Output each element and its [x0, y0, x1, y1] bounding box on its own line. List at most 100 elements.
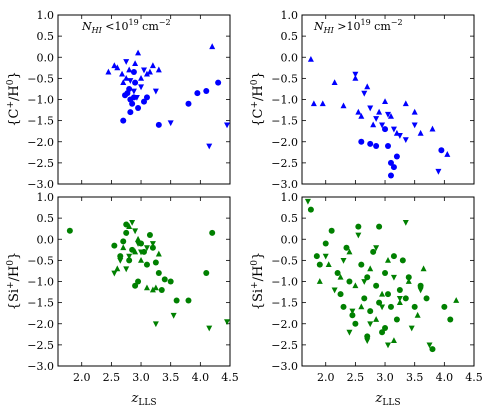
data-point-circle: [376, 299, 383, 306]
xtick-label-bottom-right: 3.0: [376, 371, 394, 384]
data-point-circle: [382, 270, 389, 277]
data-point-circle: [111, 242, 118, 249]
data-point-circle: [146, 232, 153, 239]
data-point-circle: [438, 147, 445, 154]
data-point-circle: [135, 278, 142, 285]
data-point-circle: [393, 316, 400, 323]
data-point-triangle-up: [355, 108, 362, 115]
data-point-triangle-up: [105, 68, 112, 75]
data-point-triangle-up: [411, 108, 418, 115]
ytick-label-top-left: −1.0: [27, 94, 54, 107]
chart-marks: −3.0−2.5−2.0−1.5−1.0−0.50.00.51.0−3.0−2.…: [27, 9, 482, 384]
data-point-triangle-up: [453, 297, 460, 303]
data-point-triangle-down: [385, 342, 391, 349]
ylabel-bottom-left: {Si+/H0}: [6, 252, 22, 311]
data-point-circle: [382, 126, 389, 133]
data-point-triangle-up: [209, 43, 216, 50]
data-point-circle: [126, 257, 133, 264]
xlabel-bottom-left: zLLS: [131, 391, 157, 408]
data-point-triangle-up: [325, 261, 332, 267]
data-point-circle: [173, 297, 180, 304]
ytick-label-top-left: −2.5: [27, 157, 54, 170]
data-point-triangle-up: [319, 100, 326, 107]
data-point-triangle-down: [138, 249, 145, 256]
data-point-triangle-down: [367, 321, 374, 328]
data-point-circle: [129, 246, 136, 253]
data-point-triangle-up: [337, 273, 344, 280]
data-point-circle: [185, 297, 192, 304]
data-point-circle: [120, 238, 127, 245]
data-point-circle: [385, 291, 391, 298]
data-point-circle: [307, 206, 314, 213]
ytick-label-bottom-right: 0.0: [281, 233, 299, 246]
data-point-triangle-down: [373, 245, 380, 252]
xtick-label-bottom-left: 2.5: [103, 371, 121, 384]
ytick-label-top-left: 0.0: [37, 51, 55, 64]
data-point-triangle-down: [352, 71, 359, 78]
data-point-triangle-down: [379, 304, 386, 311]
ytick-label-bottom-left: 1.0: [37, 191, 55, 204]
ytick-label-top-right: −3.0: [271, 178, 298, 191]
ytick-label-bottom-right: −0.5: [271, 254, 298, 267]
data-point-circle: [367, 308, 374, 315]
ytick-label-bottom-left: 0.0: [37, 233, 55, 246]
data-point-triangle-down: [390, 126, 397, 133]
data-point-circle: [316, 261, 323, 268]
data-point-triangle-up: [126, 223, 133, 229]
ytick-label-top-left: −1.5: [27, 115, 54, 128]
data-point-triangle-down: [126, 253, 133, 260]
ytick-label-bottom-right: 1.0: [281, 191, 299, 204]
data-point-triangle-up: [390, 337, 397, 344]
data-point-circle: [334, 270, 341, 277]
panel-bottom-right-frame: [301, 196, 475, 367]
ytick-label-top-left: 1.0: [37, 9, 55, 22]
data-point-circle: [358, 138, 365, 145]
data-point-triangle-up: [414, 311, 421, 318]
data-point-circle: [143, 261, 150, 268]
ytick-label-top-right: 1.0: [281, 9, 299, 22]
data-point-triangle-up: [346, 248, 353, 255]
data-point-triangle-down: [385, 111, 391, 118]
data-point-triangle-up: [444, 151, 451, 157]
data-point-triangle-down: [373, 116, 380, 122]
ylabel-top-right: {C+/H0}: [250, 71, 266, 127]
data-point-circle: [405, 274, 412, 281]
data-point-circle: [135, 104, 142, 111]
data-point-triangle-down: [322, 253, 329, 260]
data-point-triangle-down: [402, 219, 409, 226]
data-point-triangle-up: [340, 102, 347, 109]
data-point-circle: [352, 320, 359, 327]
data-point-circle: [129, 100, 136, 107]
xtick-label-bottom-left: 2.0: [73, 371, 91, 384]
data-point-triangle-down: [152, 88, 159, 95]
data-point-circle: [215, 79, 222, 86]
data-point-circle: [117, 253, 124, 260]
data-point-triangle-down: [364, 338, 371, 345]
data-point-triangle-up: [405, 278, 412, 284]
data-point-circle: [161, 276, 168, 283]
ytick-label-top-left: −0.5: [27, 72, 54, 85]
data-point-triangle-down: [435, 168, 442, 175]
data-point-circle: [143, 94, 150, 101]
data-point-triangle-down: [417, 287, 424, 294]
ytick-label-bottom-right: −3.0: [271, 360, 298, 373]
data-point-circle: [417, 282, 424, 289]
data-point-circle: [132, 282, 139, 289]
xtick-label-bottom-left: 4.5: [221, 371, 239, 384]
data-point-triangle-down: [141, 67, 147, 74]
data-point-circle: [185, 100, 192, 107]
data-point-triangle-up: [111, 62, 118, 69]
data-point-circle: [393, 153, 400, 160]
data-point-circle: [387, 159, 394, 166]
data-point-circle: [447, 316, 454, 323]
data-point-circle: [361, 295, 368, 302]
data-point-triangle-down: [396, 296, 403, 302]
ytick-label-top-right: −0.5: [271, 72, 298, 85]
data-point-circle: [203, 88, 210, 95]
data-point-triangle-up: [138, 256, 145, 263]
data-point-triangle-up: [138, 74, 145, 81]
xtick-label-bottom-right: 2.0: [317, 371, 335, 384]
data-point-triangle-up: [146, 68, 153, 75]
data-point-triangle-down: [426, 342, 433, 349]
